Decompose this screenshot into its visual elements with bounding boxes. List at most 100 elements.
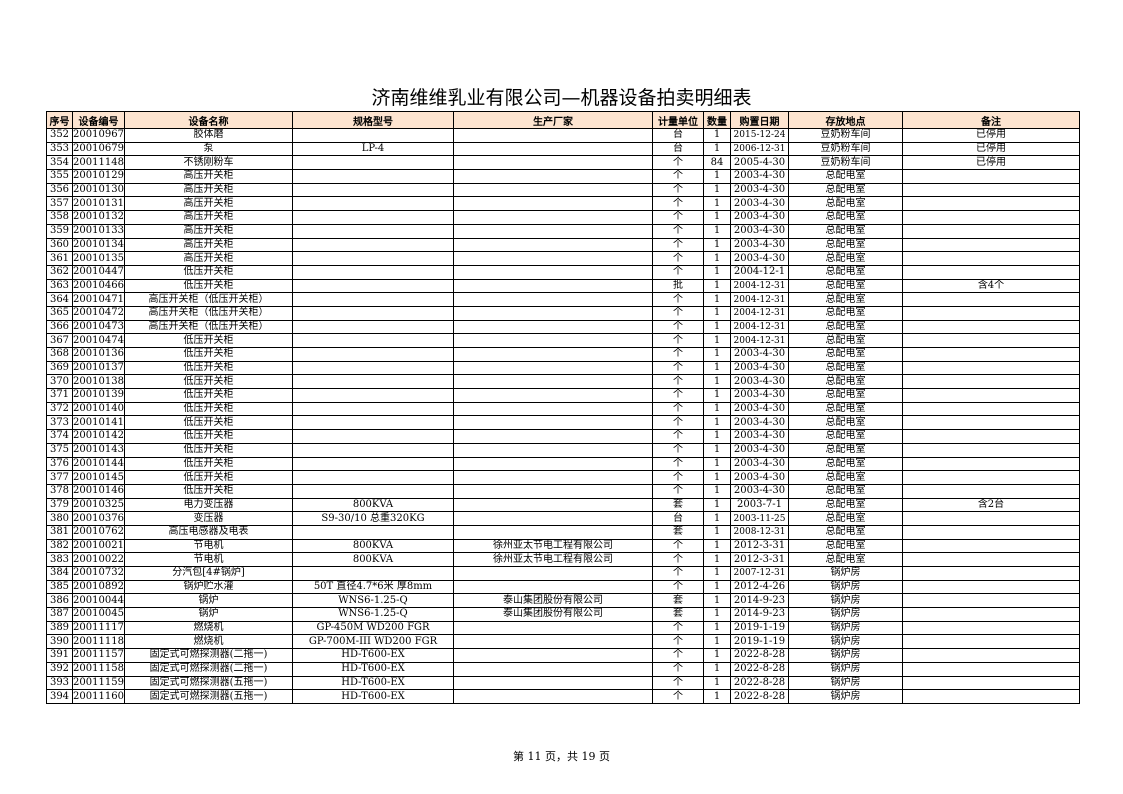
equipment-table: 序号 设备编号 设备名称 规格型号 生产厂家 计量单位 数量 购置日期 存放地点 备注 352 20… [46,111,1080,704]
cell-unit: 台 [652,511,704,526]
cell-qty: 1 [703,442,731,458]
cell-note [902,374,1080,390]
cell-name: 电力变压器 [124,497,293,513]
cell-name: 低压开关柜 [124,456,293,472]
cell-note [902,579,1080,595]
cell-maker [453,182,653,198]
table-row: 387 20010045 锅炉 WNS6-1.25-Q 泰山集团股份有限公司套 1 2014… [46,607,1080,622]
cell-spec [292,128,454,143]
cell-location: 总配电室 [788,223,903,239]
cell-unit: 个 [652,155,704,171]
cell-unit: 个 [652,566,704,581]
cell-date: 2005-4-30 [730,155,789,171]
cell-qty: 1 [703,251,731,266]
cell-code: 20010044 [72,593,125,609]
cell-name: 低压开关柜 [124,278,293,294]
cell-maker: 徐州亚太节电工程有限公司 [453,552,653,567]
cell-code: 20010732 [72,566,125,581]
cell-name: 高压开关柜 [124,251,293,266]
cell-maker [453,388,653,403]
table-row: 391 20011157 固定式可燃探测器(二拖一) HD-T600-EX 个 1 2022… [46,648,1080,663]
cell-date: 2004-12-31 [730,319,789,335]
cell-date: 2003-11-25 [730,511,789,526]
cell-spec: GP-450M WD200 FGR [292,620,454,636]
table-row: 385 20010892 锅炉贮水灌 50T 直径4.7*6米 厚8mm 个 1 2012-… [46,579,1080,595]
cell-date: 2003-4-30 [730,223,789,239]
cell-note [902,169,1080,184]
cell-date: 2003-4-30 [730,401,789,417]
cell-location: 总配电室 [788,470,903,485]
cell-location: 总配电室 [788,442,903,458]
cell-date: 2022-8-28 [730,661,789,677]
cell-date: 2003-4-30 [730,415,789,431]
cell-date: 2003-7-1 [730,497,789,513]
cell-name: 低压开关柜 [124,442,293,458]
cell-unit: 个 [652,223,704,239]
cell-spec: 800KVA [292,552,454,567]
table-row: 354 20011148 不锈刚粉车 个 84 2005-4-30 豆奶粉车间 已停用 [46,155,1080,171]
cell-unit: 个 [652,388,704,403]
cell-maker [453,483,653,499]
table-row: 366 20010473 高压开关柜（低压开关柜） 个 1 2004-12-31 总配电室 [46,319,1080,335]
cell-spec: 50T 直径4.7*6米 厚8mm [292,579,454,595]
cell-name: 锅炉 [124,593,293,609]
cell-maker: 徐州亚太节电工程有限公司 [453,538,653,554]
cell-seq: 360 [46,237,73,253]
cell-maker [453,374,653,390]
cell-unit: 个 [652,579,704,595]
cell-maker [453,196,653,212]
cell-name: 低压开关柜 [124,333,293,348]
cell-maker [453,470,653,485]
cell-maker [453,675,653,691]
cell-name: 锅炉贮水灌 [124,579,293,595]
cell-spec [292,388,454,403]
cell-location: 总配电室 [788,196,903,212]
cell-spec [292,401,454,417]
cell-name: 低压开关柜 [124,415,293,431]
cell-unit: 个 [652,374,704,390]
cell-date: 2003-4-30 [730,483,789,499]
cell-date: 2019-1-19 [730,620,789,636]
cell-seq: 389 [46,620,73,636]
cell-seq: 385 [46,579,73,595]
cell-code: 20011158 [72,661,125,677]
cell-unit: 个 [652,292,704,307]
cell-seq: 363 [46,278,73,294]
cell-note [902,292,1080,307]
cell-note [902,593,1080,609]
cell-location: 总配电室 [788,511,903,526]
cell-seq: 369 [46,360,73,376]
cell-name: 固定式可燃探测器(二拖一) [124,661,293,677]
cell-location: 总配电室 [788,347,903,362]
cell-qty: 1 [703,675,731,691]
table-row: 358 20010132 高压开关柜 个 1 2003-4-30 总配电室 [46,210,1080,225]
cell-name: 低压开关柜 [124,483,293,499]
cell-spec: HD-T600-EX [292,689,454,704]
cell-date: 2012-3-31 [730,552,789,567]
cell-qty: 1 [703,483,731,499]
cell-note [902,360,1080,376]
cell-date: 2022-8-28 [730,648,789,663]
cell-code: 20010129 [72,169,125,184]
cell-location: 总配电室 [788,237,903,253]
cell-date: 2003-4-30 [730,374,789,390]
cell-spec: HD-T600-EX [292,675,454,691]
cell-seq: 372 [46,401,73,417]
cell-note [902,237,1080,253]
cell-unit: 个 [652,483,704,499]
cell-name: 节电机 [124,538,293,554]
cell-location: 锅炉房 [788,579,903,595]
cell-date: 2012-3-31 [730,538,789,554]
cell-spec [292,292,454,307]
cell-maker [453,292,653,307]
table-row: 383 20010022 节电机 800KVA 徐州亚太节电工程有限公司个 1 2012-3… [46,552,1080,567]
cell-spec [292,566,454,581]
cell-spec [292,278,454,294]
cell-spec [292,524,454,540]
cell-seq: 371 [46,388,73,403]
cell-qty: 1 [703,237,731,253]
cell-name: 分汽包[4#锅炉] [124,566,293,581]
cell-code: 20010130 [72,182,125,198]
cell-seq: 370 [46,374,73,390]
cell-maker [453,661,653,677]
